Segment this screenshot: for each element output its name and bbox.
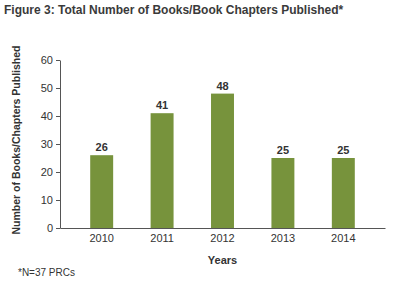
data-label: 41 bbox=[156, 99, 168, 111]
tick-mark bbox=[56, 144, 60, 145]
tick-mark bbox=[56, 200, 60, 201]
tick-label: 20 bbox=[41, 166, 53, 178]
tick: 60 bbox=[41, 54, 60, 66]
bar bbox=[332, 158, 355, 228]
x-axis: 2010 2011 2012 2013 2014 bbox=[61, 229, 386, 244]
tick-mark bbox=[56, 116, 60, 117]
tick-label: 30 bbox=[41, 138, 53, 150]
tick: 10 bbox=[41, 194, 60, 206]
tick-label: 2011 bbox=[150, 232, 174, 244]
bar bbox=[271, 158, 294, 228]
axis-line bbox=[61, 228, 386, 229]
tick: 2013 bbox=[271, 232, 295, 244]
y-axis: 0 10 20 30 40 50 60 bbox=[41, 54, 61, 234]
tick-label: 0 bbox=[47, 222, 53, 234]
data-label: 26 bbox=[96, 141, 108, 153]
bars bbox=[90, 94, 355, 228]
x-axis-title: Years bbox=[208, 254, 237, 266]
tick: 2010 bbox=[89, 232, 113, 244]
tick: 50 bbox=[41, 82, 60, 94]
tick: 20 bbox=[41, 166, 60, 178]
data-label: 25 bbox=[277, 144, 289, 156]
tick-label: 2012 bbox=[210, 232, 234, 244]
tick: 0 bbox=[47, 222, 60, 234]
data-label: 48 bbox=[216, 80, 228, 92]
data-labels: 26 41 48 25 25 bbox=[96, 80, 350, 156]
tick-label: 2013 bbox=[271, 232, 295, 244]
footnote: *N=37 PRCs bbox=[18, 267, 75, 278]
tick-label: 50 bbox=[41, 82, 53, 94]
axis-line bbox=[60, 61, 61, 229]
y-axis-title: Number of Books/Chapters Published bbox=[10, 45, 22, 234]
tick: 2011 bbox=[150, 232, 174, 244]
tick-label: 2014 bbox=[331, 232, 355, 244]
tick: 30 bbox=[41, 138, 60, 150]
tick-label: 2010 bbox=[89, 232, 113, 244]
bar bbox=[211, 94, 234, 228]
bar bbox=[90, 155, 113, 228]
tick-mark bbox=[56, 60, 60, 61]
tick: 40 bbox=[41, 110, 60, 122]
data-label: 25 bbox=[337, 144, 349, 156]
tick-mark bbox=[56, 228, 60, 229]
tick: 2014 bbox=[331, 232, 355, 244]
plot: 2641482525010203040506020102011201220132… bbox=[41, 54, 386, 244]
bar bbox=[151, 113, 174, 228]
tick-label: 60 bbox=[41, 54, 53, 66]
tick-mark bbox=[56, 88, 60, 89]
tick-mark bbox=[56, 172, 60, 173]
chart: Figure 3: Total Number of Books/Book Cha… bbox=[0, 0, 400, 282]
tick-label: 40 bbox=[41, 110, 53, 122]
tick-label: 10 bbox=[41, 194, 53, 206]
tick: 2012 bbox=[210, 232, 234, 244]
title: Figure 3: Total Number of Books/Book Cha… bbox=[4, 3, 343, 17]
